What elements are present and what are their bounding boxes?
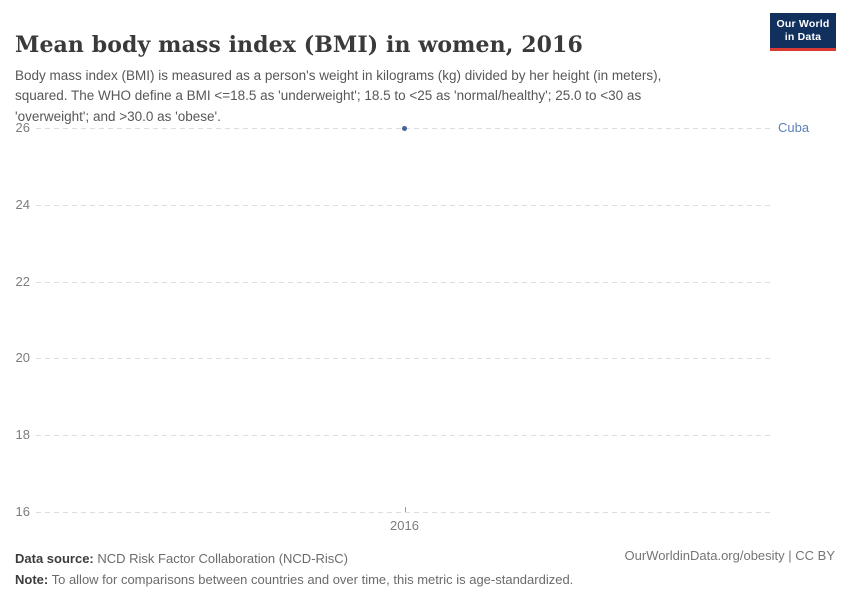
chart-subtitle: Body mass index (BMI) is measured as a p… — [15, 67, 662, 124]
note-label: Note: — [15, 572, 49, 587]
note-text: To allow for comparisons between countri… — [48, 572, 574, 587]
data-source-text: NCD Risk Factor Collaboration (NCD-RisC) — [93, 551, 349, 566]
owid-logo-line1: Our World — [776, 18, 830, 30]
series-label-cuba[interactable]: Cuba — [778, 120, 810, 135]
gridline — [36, 358, 770, 360]
chart-title: Mean body mass index (BMI) in women, 201… — [15, 31, 583, 58]
owid-logo[interactable]: Our World in Data — [770, 13, 836, 51]
x-axis-tick-mark — [404, 507, 406, 512]
gridline — [36, 204, 770, 206]
y-axis-tick-label: 18 — [15, 427, 30, 443]
footer-left: Data source: NCD Risk Factor Collaborati… — [15, 548, 573, 590]
y-axis-tick-label: 16 — [15, 504, 30, 519]
y-axis-tick-label: 24 — [15, 196, 30, 212]
gridline — [36, 435, 770, 437]
data-point-cuba[interactable] — [402, 125, 407, 131]
owid-logo-line2: in Data — [784, 30, 822, 43]
x-axis-tick-label: 2016 — [390, 518, 419, 533]
note-line: Note: To allow for comparisons between c… — [15, 569, 573, 590]
credit-link[interactable]: OurWorldinData.org/obesity | CC BY — [624, 548, 836, 563]
gridline — [36, 512, 770, 513]
data-source-label: Data source: — [15, 551, 94, 566]
y-axis-tick-label: 26 — [15, 120, 30, 135]
data-source-line: Data source: NCD Risk Factor Collaborati… — [15, 548, 573, 569]
y-axis-tick-label: 20 — [15, 350, 30, 366]
gridline — [36, 281, 770, 283]
y-axis-tick-label: 22 — [15, 273, 30, 289]
